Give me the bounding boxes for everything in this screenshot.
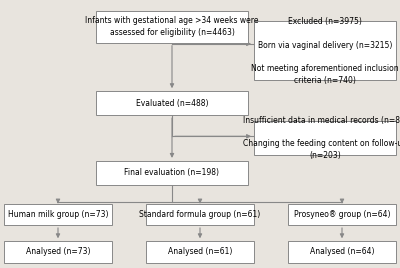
- FancyBboxPatch shape: [4, 204, 112, 225]
- Text: Prosyneo® group (n=64): Prosyneo® group (n=64): [294, 210, 390, 219]
- FancyBboxPatch shape: [96, 161, 248, 185]
- FancyBboxPatch shape: [146, 204, 254, 225]
- Text: Insufficient data in medical records (n=87)

Changing the feeding content on fol: Insufficient data in medical records (n=…: [242, 116, 400, 160]
- Text: Analysed (n=61): Analysed (n=61): [168, 247, 232, 256]
- FancyBboxPatch shape: [96, 11, 248, 43]
- FancyBboxPatch shape: [4, 241, 112, 263]
- Text: Excluded (n=3975)

Born via vaginal delivery (n=3215)

Not meeting aforementione: Excluded (n=3975) Born via vaginal deliv…: [251, 17, 399, 85]
- Text: Infants with gestational age >34 weeks were
assessed for eligibility (n=4463): Infants with gestational age >34 weeks w…: [85, 16, 259, 37]
- Text: Standard formula group (n=61): Standard formula group (n=61): [139, 210, 261, 219]
- Text: Analysed (n=73): Analysed (n=73): [26, 247, 90, 256]
- FancyBboxPatch shape: [254, 121, 396, 155]
- FancyBboxPatch shape: [288, 241, 396, 263]
- Text: Human milk group (n=73): Human milk group (n=73): [8, 210, 108, 219]
- FancyBboxPatch shape: [96, 91, 248, 115]
- Text: Evaluated (n=488): Evaluated (n=488): [136, 99, 208, 108]
- FancyBboxPatch shape: [254, 21, 396, 80]
- FancyBboxPatch shape: [146, 241, 254, 263]
- Text: Analysed (n=64): Analysed (n=64): [310, 247, 374, 256]
- Text: Final evaluation (n=198): Final evaluation (n=198): [124, 168, 220, 177]
- FancyBboxPatch shape: [288, 204, 396, 225]
